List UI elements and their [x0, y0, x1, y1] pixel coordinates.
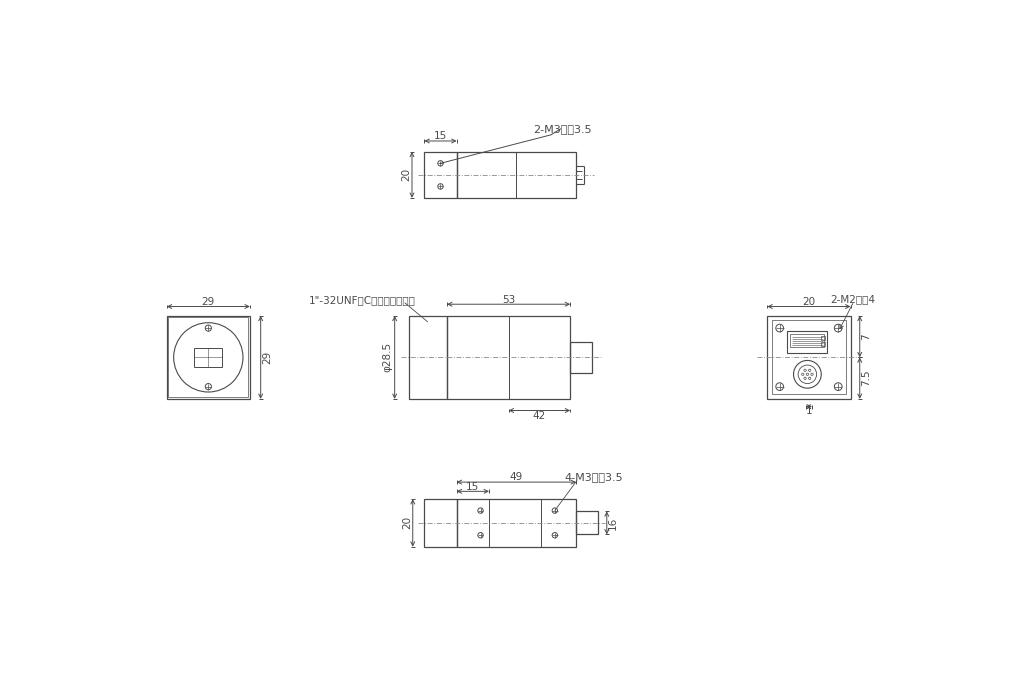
- Bar: [195, 348, 222, 367]
- Text: 1"-32UNF（Cマウントネジ）: 1"-32UNF（Cマウントネジ）: [309, 295, 416, 305]
- Text: φ28.5: φ28.5: [383, 342, 392, 372]
- Text: 42: 42: [533, 411, 546, 421]
- Bar: [456, 499, 576, 547]
- Bar: [821, 336, 825, 340]
- Text: 15: 15: [467, 482, 479, 493]
- Bar: [821, 342, 825, 346]
- Bar: [571, 342, 592, 372]
- Text: 2-M3深こ3.5: 2-M3深こ3.5: [534, 124, 592, 134]
- Text: 29: 29: [202, 297, 215, 307]
- Bar: [771, 321, 846, 394]
- Bar: [447, 316, 571, 399]
- Text: 20: 20: [802, 297, 816, 307]
- Text: 49: 49: [510, 473, 523, 482]
- Text: 53: 53: [502, 295, 515, 304]
- Text: 16: 16: [608, 517, 618, 529]
- Bar: [456, 152, 576, 198]
- Text: 1: 1: [805, 406, 813, 416]
- Text: 2-M2深こ4: 2-M2深こ4: [830, 294, 876, 304]
- Bar: [167, 316, 250, 399]
- Text: 4-M3深こ3.5: 4-M3深こ3.5: [564, 473, 623, 482]
- Bar: [576, 511, 597, 535]
- Text: 15: 15: [434, 132, 447, 141]
- Text: 20: 20: [402, 168, 412, 181]
- Bar: [767, 316, 851, 399]
- Bar: [424, 499, 456, 547]
- Bar: [787, 331, 827, 353]
- Text: 7: 7: [861, 333, 871, 340]
- Bar: [168, 317, 248, 398]
- Text: 7.5: 7.5: [861, 370, 871, 386]
- Bar: [424, 152, 456, 198]
- Bar: [409, 316, 447, 399]
- Bar: [790, 335, 824, 346]
- Text: 20: 20: [403, 517, 412, 529]
- Text: 29: 29: [262, 351, 272, 364]
